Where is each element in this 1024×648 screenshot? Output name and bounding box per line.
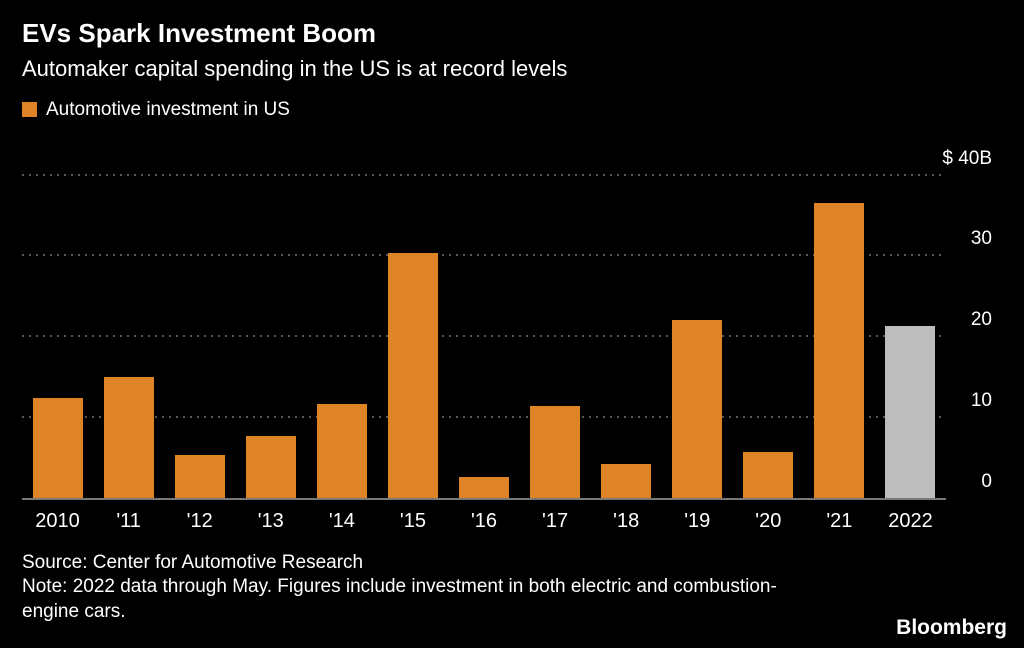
source-line: Source: Center for Automotive Research xyxy=(22,551,364,573)
bar-11 xyxy=(103,377,154,498)
x-tick-label: '13 xyxy=(257,509,284,532)
gridline xyxy=(22,173,946,176)
x-axis-baseline xyxy=(22,497,946,500)
bar-19 xyxy=(672,320,723,498)
bar-cell xyxy=(520,175,591,498)
bloomberg-logo: Bloomberg xyxy=(896,616,1007,639)
x-tick-label: 2022 xyxy=(888,509,933,532)
chart-subtitle: Automaker capital spending in the US is … xyxy=(22,56,568,82)
bar-20 xyxy=(743,451,794,498)
legend-swatch-icon xyxy=(22,102,37,118)
chart-title: EVs Spark Investment Boom xyxy=(22,18,376,48)
y-axis-labels: $ 40B 30 20 10 0 xyxy=(942,148,1002,498)
bar-14 xyxy=(316,404,367,498)
bar-cell xyxy=(22,175,93,498)
note-line: Note: 2022 data through May. Figures inc… xyxy=(22,576,777,623)
x-axis-labels: 2010 '11 '12 '13 '14 '15 '16 '17 '18 '19 '20 '21 202… xyxy=(22,510,946,533)
bar-cell xyxy=(448,175,519,498)
bar-cell xyxy=(875,175,946,498)
bar-cell xyxy=(804,175,875,498)
y-tick-label: $ 40B xyxy=(942,147,992,169)
x-tick-label: '15 xyxy=(399,509,426,532)
bar-13 xyxy=(245,436,296,498)
bar-cell xyxy=(591,175,662,498)
y-tick-label: 0 xyxy=(981,470,992,492)
bar-18 xyxy=(601,463,652,498)
x-tick-label: '16 xyxy=(470,509,498,532)
bar-cell xyxy=(93,175,164,498)
chart-page: EVs Spark Investment Boom Automaker capi… xyxy=(22,18,1002,623)
bar-21 xyxy=(814,202,865,498)
x-tick-label: '14 xyxy=(328,509,355,532)
x-tick-label: '19 xyxy=(684,509,711,532)
bar-cell xyxy=(662,175,733,498)
legend: Automotive investment in US xyxy=(22,99,1002,121)
bar-17 xyxy=(530,405,581,498)
bar-cell xyxy=(377,175,448,498)
gridline xyxy=(22,335,946,338)
x-tick-label: '11 xyxy=(116,509,141,532)
bar-2010 xyxy=(32,398,83,498)
plot-area: $ 40B 30 20 10 0 xyxy=(22,148,992,500)
x-tick-label: '12 xyxy=(186,509,213,532)
bar-2022 xyxy=(885,325,936,498)
bar-cell xyxy=(235,175,306,498)
bar-cell xyxy=(733,175,804,498)
x-tick-label: '20 xyxy=(755,509,782,532)
gridline xyxy=(22,415,946,418)
y-tick-label: 20 xyxy=(970,309,992,331)
legend-label: Automotive investment in US xyxy=(46,98,290,120)
bar-16 xyxy=(459,476,509,498)
x-tick-label: 2010 xyxy=(35,509,80,532)
bar-12 xyxy=(174,454,225,498)
y-tick-label: 30 xyxy=(970,228,992,250)
x-tick-label: '21 xyxy=(826,509,853,532)
x-tick-label: '18 xyxy=(613,509,640,532)
y-tick-label: 10 xyxy=(970,389,992,411)
bar-15 xyxy=(387,253,438,498)
x-tick-label: '17 xyxy=(542,509,569,532)
bar-cell xyxy=(164,175,235,498)
bar-cell xyxy=(306,175,377,498)
bars xyxy=(22,175,946,498)
gridline xyxy=(22,254,946,257)
